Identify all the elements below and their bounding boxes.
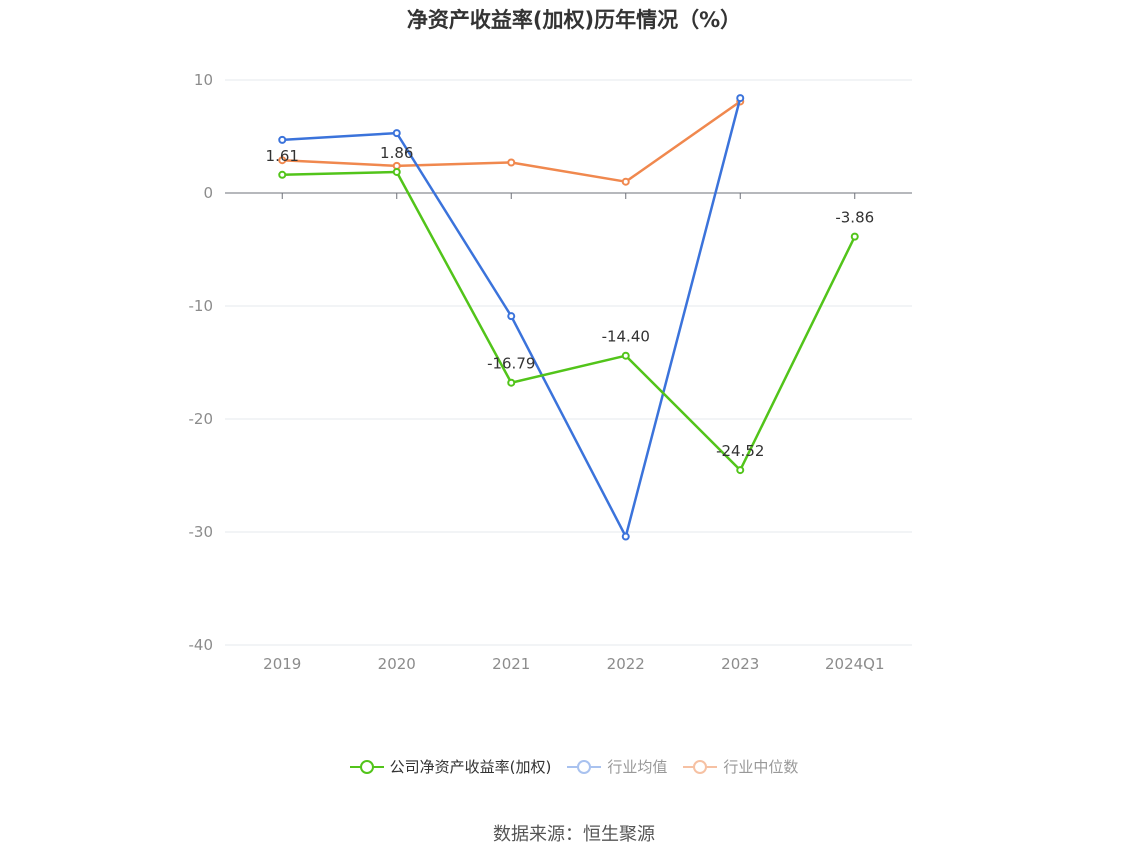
- x-tick-label: 2022: [607, 655, 645, 673]
- data-point: [736, 466, 745, 475]
- y-tick-label: -30: [189, 523, 214, 541]
- legend-line-icon: [683, 759, 718, 774]
- data-point: [507, 312, 516, 321]
- grid-lines: [225, 79, 912, 646]
- data-point: [507, 378, 516, 387]
- y-tick-label: 0: [203, 184, 213, 202]
- data-label: -16.79: [487, 355, 535, 373]
- chart-title: 净资产收益率(加权)历年情况（%）: [406, 8, 742, 32]
- legend-item-industry-median[interactable]: 行业中位数: [683, 756, 798, 777]
- x-tick-label: 2023: [721, 655, 759, 673]
- y-tick-label: -40: [189, 636, 214, 654]
- y-tick-label: 10: [194, 71, 213, 89]
- data-point: [850, 232, 859, 241]
- legend-label: 行业均值: [607, 758, 668, 776]
- data-point: [392, 167, 401, 176]
- y-tick-label: -10: [189, 297, 214, 315]
- data-point: [507, 158, 516, 167]
- data-label: 1.61: [266, 147, 299, 165]
- legend-line-icon: [567, 759, 602, 774]
- series-line: [282, 100, 741, 183]
- legend-item-industry-mean[interactable]: 行业均值: [567, 756, 667, 777]
- data-point: [621, 177, 630, 186]
- legend-label: 公司净资产收益率(加权): [389, 758, 552, 776]
- data-point: [392, 161, 401, 170]
- legend-label: 行业中位数: [723, 758, 799, 776]
- data-point: [278, 156, 287, 165]
- data-point: [278, 135, 287, 144]
- legend-item-company[interactable]: 公司净资产收益率(加权): [349, 756, 552, 777]
- data-point: [278, 170, 287, 179]
- series-line: [282, 170, 856, 472]
- data-point: [621, 532, 630, 541]
- data-label: 1.86: [380, 144, 413, 162]
- series-lines: [278, 94, 859, 541]
- x-tick-label: 2020: [378, 655, 416, 673]
- data-point: [392, 129, 401, 138]
- data-label: -14.40: [602, 328, 650, 346]
- data-point: [736, 94, 745, 103]
- legend-line-icon: [349, 759, 384, 774]
- data-source-note: 数据来源：恒生聚源: [493, 824, 655, 845]
- x-tick-label: 2019: [263, 655, 301, 673]
- data-labels: 1.61 1.86 -16.79 -14.40 -24.52 -3.86: [266, 144, 875, 460]
- data-label: -3.86: [835, 209, 874, 227]
- legend: 公司净资产收益率(加权) 行业均值 行业中位数: [0, 756, 1148, 777]
- y-tick-label: -20: [189, 410, 214, 428]
- x-tick-label: 2024Q1: [825, 655, 885, 673]
- data-point: [621, 351, 630, 360]
- data-label: -24.52: [716, 442, 764, 460]
- x-tick-label: 2021: [492, 655, 530, 673]
- axes: 10 0 -10 -20 -30 -40 2019 2020 2021 2022 2023 2024Q…: [189, 71, 885, 673]
